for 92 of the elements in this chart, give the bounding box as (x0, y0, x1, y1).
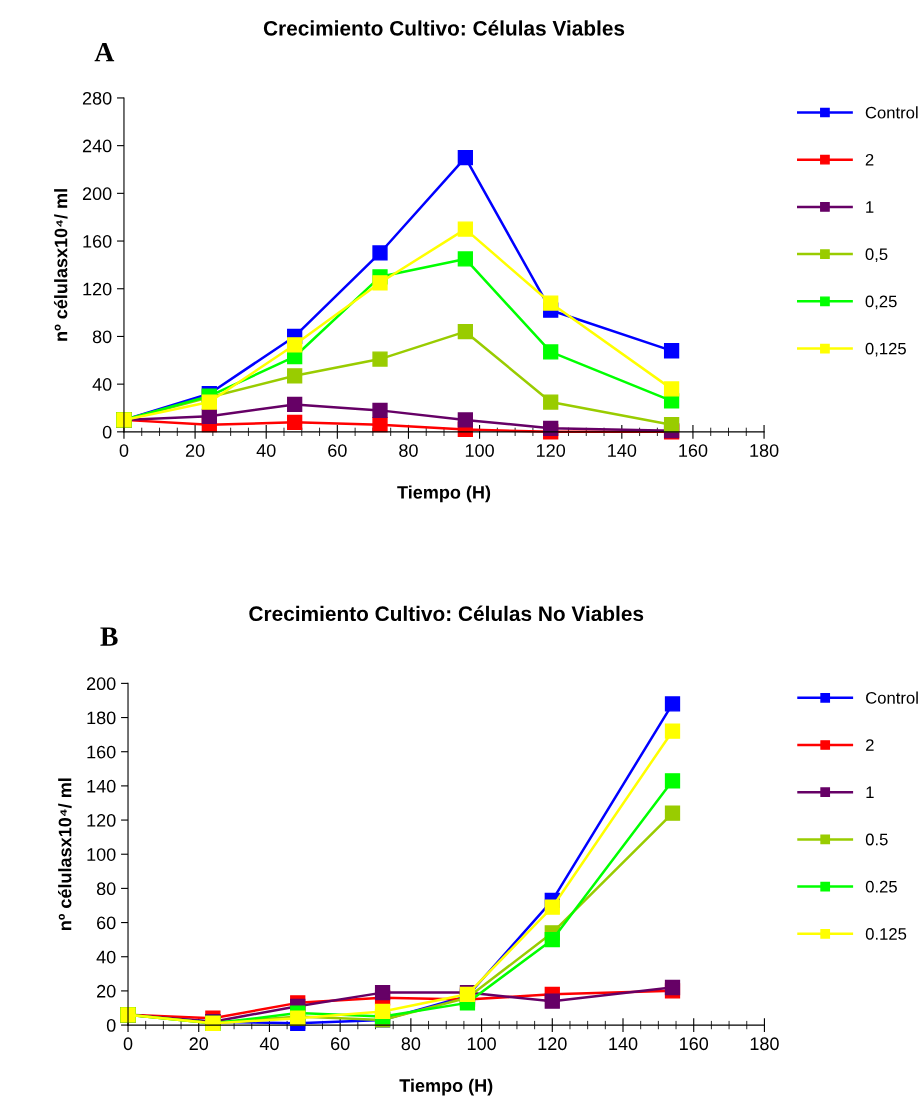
x-tick-label: 80 (399, 444, 418, 457)
point (457, 251, 473, 267)
point (201, 408, 217, 424)
legend-label: 0.25 (865, 880, 897, 893)
x-axis-title: Tiempo (H) (399, 1078, 493, 1096)
y-axis-title: nº célulasx10⁴/ ml (57, 778, 72, 931)
point (664, 723, 681, 739)
x-tick-label: 0 (123, 1037, 133, 1051)
x-tick-label: 180 (750, 444, 779, 457)
point (457, 324, 473, 340)
y-tick-label: 160 (87, 745, 116, 759)
point (663, 417, 680, 433)
legend-label: 1 (866, 786, 874, 799)
legend-label: 0.125 (865, 928, 907, 940)
point (287, 368, 303, 384)
x-tick-label: 20 (189, 1037, 209, 1051)
point (544, 993, 560, 1009)
legend-label: 0,25 (865, 295, 897, 310)
text: B (100, 627, 118, 646)
legend-label: Control (866, 691, 918, 704)
legend-label: Control (865, 106, 918, 119)
x-tick-label: 100 (465, 444, 494, 457)
x-tick-label: 40 (259, 1037, 279, 1051)
chart-title: Crecimiento Cultivo: Células No Viables (249, 605, 644, 622)
y-tick-label: 0 (106, 1019, 116, 1032)
y-tick-label: 140 (87, 779, 116, 793)
point (664, 773, 681, 789)
x-tick-label: 180 (750, 1037, 779, 1051)
y-tick-label: 160 (83, 234, 112, 248)
x-tick-label: 40 (256, 444, 276, 457)
point (372, 351, 388, 367)
y-tick-label: 240 (82, 139, 112, 153)
y-tick-label: 180 (87, 711, 116, 725)
point (543, 394, 559, 410)
x-tick-label: 0 (119, 444, 129, 457)
x-tick-label: 60 (331, 1037, 350, 1051)
point (663, 381, 680, 397)
point (287, 337, 303, 353)
point (457, 412, 473, 428)
point (663, 343, 680, 359)
y-tick-label: 80 (96, 882, 116, 896)
point (201, 394, 217, 410)
y-tick-label: 40 (96, 950, 116, 964)
point (664, 805, 681, 821)
x-tick-label: 20 (185, 444, 205, 457)
y-tick-label: 120 (83, 282, 112, 296)
legend-label: 0,125 (865, 342, 906, 357)
y-axis-title: nº célulasx10⁴/ ml (53, 189, 68, 341)
y-tick-label: 80 (92, 330, 112, 344)
x-tick-label: 140 (609, 1037, 638, 1051)
point (287, 414, 303, 430)
y-tick-label: 200 (82, 187, 112, 201)
x-tick-label: 160 (679, 444, 708, 457)
x-axis-title: Tiempo (H) (397, 485, 491, 503)
x-tick-label: 60 (328, 444, 347, 457)
point (664, 696, 681, 712)
x-tick-label: 100 (467, 1037, 496, 1051)
legend-label: 2 (866, 739, 874, 751)
point (374, 1003, 391, 1020)
x-tick-label: 80 (401, 1037, 421, 1051)
chart-title: Crecimiento Cultivo: Células Viables (263, 20, 625, 36)
x-tick-label: 120 (538, 1037, 567, 1051)
point (543, 420, 559, 436)
legend-label: 0.5 (865, 833, 888, 846)
y-tick-label: 40 (92, 378, 112, 391)
y-tick-label: 120 (87, 813, 116, 827)
point (544, 932, 560, 948)
point (544, 899, 560, 915)
legend-label: 2 (865, 153, 874, 166)
legend-label: 1 (866, 201, 874, 213)
text: A (94, 42, 115, 62)
point (543, 295, 559, 311)
y-tick-label: 0 (102, 425, 112, 439)
point (374, 984, 391, 1001)
y-tick-label: 20 (97, 984, 116, 998)
point (457, 221, 473, 237)
y-tick-label: 200 (87, 677, 116, 691)
x-tick-label: 120 (537, 444, 566, 457)
point (457, 149, 473, 166)
y-tick-label: 100 (87, 848, 116, 861)
y-tick-label: 280 (82, 91, 112, 105)
point (287, 396, 303, 413)
point (664, 979, 681, 996)
legend-label: 0,5 (865, 248, 888, 263)
point (372, 245, 388, 261)
x-tick-label: 160 (680, 1037, 709, 1051)
y-tick-label: 60 (97, 916, 116, 930)
point (372, 417, 388, 433)
x-tick-label: 140 (608, 444, 637, 457)
point (543, 344, 559, 360)
point (372, 275, 388, 291)
point (372, 402, 388, 419)
